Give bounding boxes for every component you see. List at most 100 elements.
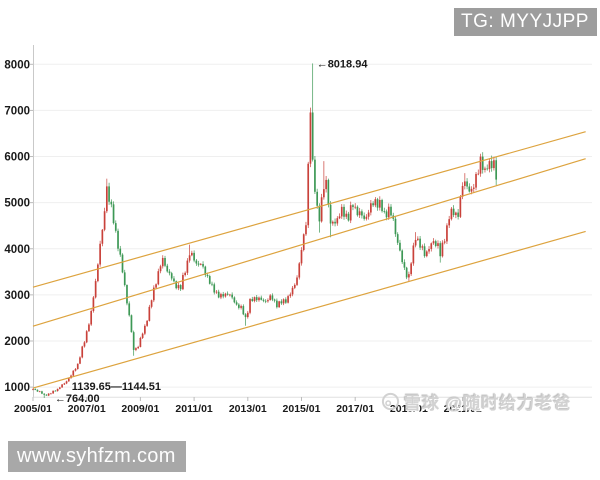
candle [378, 196, 381, 211]
candle [85, 330, 88, 344]
y-tick-label: 1000 [4, 382, 30, 394]
candle [59, 386, 61, 390]
candle [220, 292, 222, 300]
candle [79, 356, 81, 365]
candle [164, 255, 166, 268]
candle [293, 283, 296, 290]
candle [414, 232, 417, 248]
candle [226, 291, 229, 296]
candle [334, 218, 336, 227]
candle [132, 330, 135, 356]
candle [273, 298, 276, 303]
candle [267, 298, 269, 303]
tg-contact-badge: TG: MYYJJPP [454, 8, 597, 36]
candle [477, 169, 480, 176]
candle [340, 204, 343, 219]
candle [276, 298, 278, 309]
candle [56, 388, 59, 392]
candle [202, 261, 204, 269]
candle [300, 247, 303, 266]
candle [246, 310, 249, 319]
trend-channel-line [32, 131, 586, 288]
trendlines-group [32, 131, 586, 389]
candle [74, 367, 77, 372]
annotations-group: ←8018.94 1139.65—1144.51←764.00 [55, 58, 368, 405]
y-axis-labels: 1000 2000 3000 4000 5000 6000 7000 8000 [4, 59, 30, 394]
candle [289, 292, 292, 298]
candle [381, 198, 383, 213]
candle [367, 209, 370, 220]
candle [419, 236, 421, 250]
candle [128, 301, 131, 317]
candle [50, 392, 52, 395]
candle [81, 345, 84, 359]
candle [282, 298, 285, 306]
candle [314, 155, 316, 195]
candle [105, 178, 108, 214]
price-annotation: ←8018.94 [317, 58, 369, 70]
candle [45, 394, 48, 396]
candle [443, 238, 446, 245]
candle [249, 298, 251, 315]
candle [135, 347, 137, 352]
candle [173, 276, 175, 283]
candle [387, 203, 390, 220]
price-annotation: ←764.00 [55, 393, 100, 405]
candle [258, 296, 260, 302]
candle [376, 197, 379, 211]
candle [327, 178, 330, 208]
candle [155, 283, 157, 289]
candle [423, 243, 426, 258]
candle [441, 240, 444, 258]
candle [486, 164, 489, 171]
candle [242, 304, 245, 316]
candle [493, 156, 495, 171]
candle [197, 260, 200, 267]
candle [123, 269, 126, 287]
candle [394, 215, 397, 237]
candle [126, 284, 128, 306]
candle [320, 193, 323, 223]
candle [329, 201, 332, 238]
candle [211, 281, 213, 287]
candle [92, 296, 95, 313]
candle [177, 282, 180, 291]
candle [374, 197, 377, 208]
candle [139, 336, 142, 348]
candle [117, 228, 119, 252]
candle [168, 269, 171, 276]
candle [495, 157, 498, 186]
candle [287, 294, 289, 304]
candle [161, 255, 164, 269]
candle [208, 274, 211, 285]
y-tick-label: 4000 [4, 244, 30, 256]
candle [370, 200, 372, 216]
candle [336, 216, 339, 226]
candle [137, 345, 140, 350]
candle [455, 211, 457, 219]
candle [222, 291, 225, 299]
candle [72, 370, 75, 377]
candle [463, 173, 466, 190]
candle [302, 233, 305, 252]
x-tick-label: 2011/01 [175, 403, 213, 415]
candle [296, 275, 298, 286]
candle [430, 242, 433, 252]
trend-channel-line [32, 230, 586, 389]
candle [157, 268, 160, 286]
candle [76, 363, 79, 370]
x-tick-label: 2015/01 [283, 403, 321, 415]
candle [112, 201, 115, 225]
candle [343, 204, 345, 220]
candles-group [32, 63, 498, 398]
candle [309, 107, 312, 168]
candle [52, 390, 54, 394]
candle [399, 239, 401, 252]
candle [466, 178, 468, 190]
candle [188, 244, 191, 263]
candle [305, 221, 307, 236]
candle [170, 271, 173, 281]
y-tick-label: 7000 [4, 105, 30, 117]
